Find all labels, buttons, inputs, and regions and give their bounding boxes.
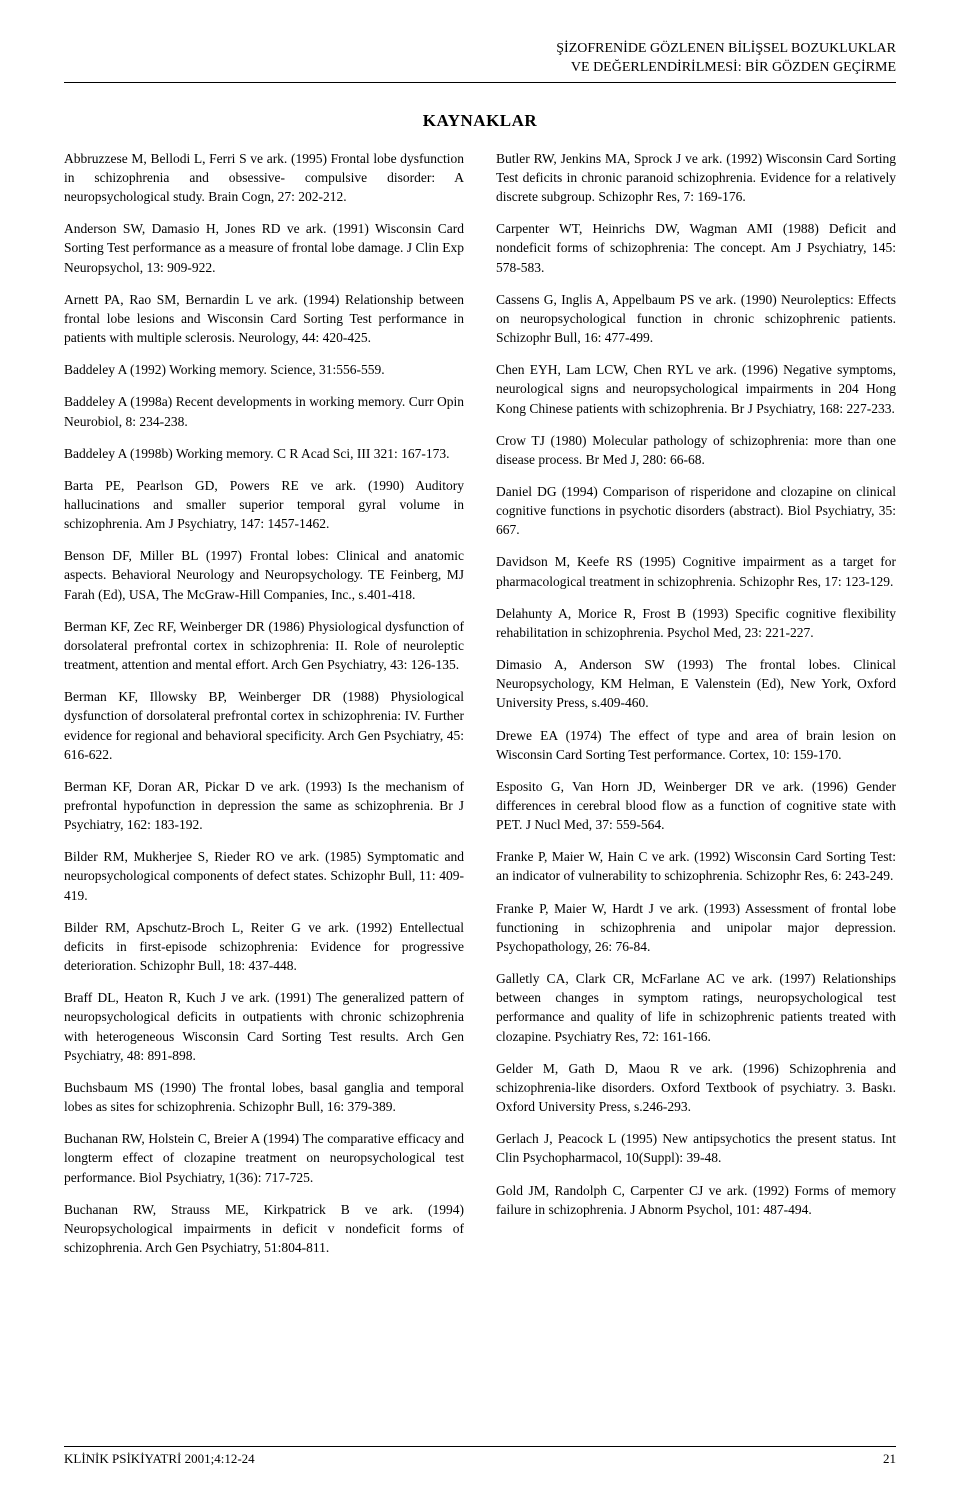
reference-item: Baddeley A (1998a) Recent developments i… — [64, 392, 464, 430]
reference-item: Abbruzzese M, Bellodi L, Ferri S ve ark.… — [64, 149, 464, 206]
reference-item: Franke P, Maier W, Hardt J ve ark. (1993… — [496, 899, 896, 956]
reference-item: Arnett PA, Rao SM, Bernardin L ve ark. (… — [64, 290, 464, 347]
reference-item: Anderson SW, Damasio H, Jones RD ve ark.… — [64, 219, 464, 276]
reference-item: Berman KF, Doran AR, Pickar D ve ark. (1… — [64, 777, 464, 834]
reference-item: Dimasio A, Anderson SW (1993) The fronta… — [496, 655, 896, 712]
reference-item: Crow TJ (1980) Molecular pathology of sc… — [496, 431, 896, 469]
reference-item: Buchsbaum MS (1990) The frontal lobes, b… — [64, 1078, 464, 1116]
reference-item: Baddeley A (1998b) Working memory. C R A… — [64, 444, 464, 463]
section-title: KAYNAKLAR — [64, 111, 896, 131]
reference-item: Esposito G, Van Horn JD, Weinberger DR v… — [496, 777, 896, 834]
reference-item: Barta PE, Pearlson GD, Powers RE ve ark.… — [64, 476, 464, 533]
reference-item: Buchanan RW, Holstein C, Breier A (1994)… — [64, 1129, 464, 1186]
reference-item: Delahunty A, Morice R, Frost B (1993) Sp… — [496, 604, 896, 642]
reference-item: Benson DF, Miller BL (1997) Frontal lobe… — [64, 546, 464, 603]
reference-item: Franke P, Maier W, Hain C ve ark. (1992)… — [496, 847, 896, 885]
page: ŞİZOFRENİDE GÖZLENEN BİLİŞSEL BOZUKLUKLA… — [0, 0, 960, 1501]
running-head: ŞİZOFRENİDE GÖZLENEN BİLİŞSEL BOZUKLUKLA… — [64, 40, 896, 83]
reference-item: Daniel DG (1994) Comparison of risperido… — [496, 482, 896, 539]
reference-item: Baddeley A (1992) Working memory. Scienc… — [64, 360, 464, 379]
running-head-rule — [64, 82, 896, 83]
reference-item: Bilder RM, Mukherjee S, Rieder RO ve ark… — [64, 847, 464, 904]
page-footer: KLİNİK PSİKİYATRİ 2001;4:12-24 21 — [64, 1446, 896, 1467]
reference-item: Berman KF, Zec RF, Weinberger DR (1986) … — [64, 617, 464, 674]
reference-item: Buchanan RW, Strauss ME, Kirkpatrick B v… — [64, 1200, 464, 1257]
footer-rule — [64, 1446, 896, 1447]
reference-item: Chen EYH, Lam LCW, Chen RYL ve ark. (199… — [496, 360, 896, 417]
reference-item: Carpenter WT, Heinrichs DW, Wagman AMI (… — [496, 219, 896, 276]
reference-item: Gelder M, Gath D, Maou R ve ark. (1996) … — [496, 1059, 896, 1116]
reference-item: Butler RW, Jenkins MA, Sprock J ve ark. … — [496, 149, 896, 206]
reference-item: Cassens G, Inglis A, Appelbaum PS ve ark… — [496, 290, 896, 347]
running-head-line1: ŞİZOFRENİDE GÖZLENEN BİLİŞSEL BOZUKLUKLA… — [64, 40, 896, 59]
running-head-line2: VE DEĞERLENDİRİLMESİ: BİR GÖZDEN GEÇİRME — [64, 59, 896, 78]
reference-item: Berman KF, Illowsky BP, Weinberger DR (1… — [64, 687, 464, 764]
references-columns: Abbruzzese M, Bellodi L, Ferri S ve ark.… — [64, 149, 896, 1257]
reference-item: Gerlach J, Peacock L (1995) New antipsyc… — [496, 1129, 896, 1167]
reference-item: Bilder RM, Apschutz-Broch L, Reiter G ve… — [64, 918, 464, 975]
reference-item: Braff DL, Heaton R, Kuch J ve ark. (1991… — [64, 988, 464, 1065]
reference-item: Galletly CA, Clark CR, McFarlane AC ve a… — [496, 969, 896, 1046]
footer-page-number: 21 — [883, 1451, 896, 1467]
reference-item: Gold JM, Randolph C, Carpenter CJ ve ark… — [496, 1181, 896, 1219]
reference-item: Davidson M, Keefe RS (1995) Cognitive im… — [496, 552, 896, 590]
reference-item: Drewe EA (1974) The effect of type and a… — [496, 726, 896, 764]
footer-journal: KLİNİK PSİKİYATRİ 2001;4:12-24 — [64, 1451, 255, 1467]
